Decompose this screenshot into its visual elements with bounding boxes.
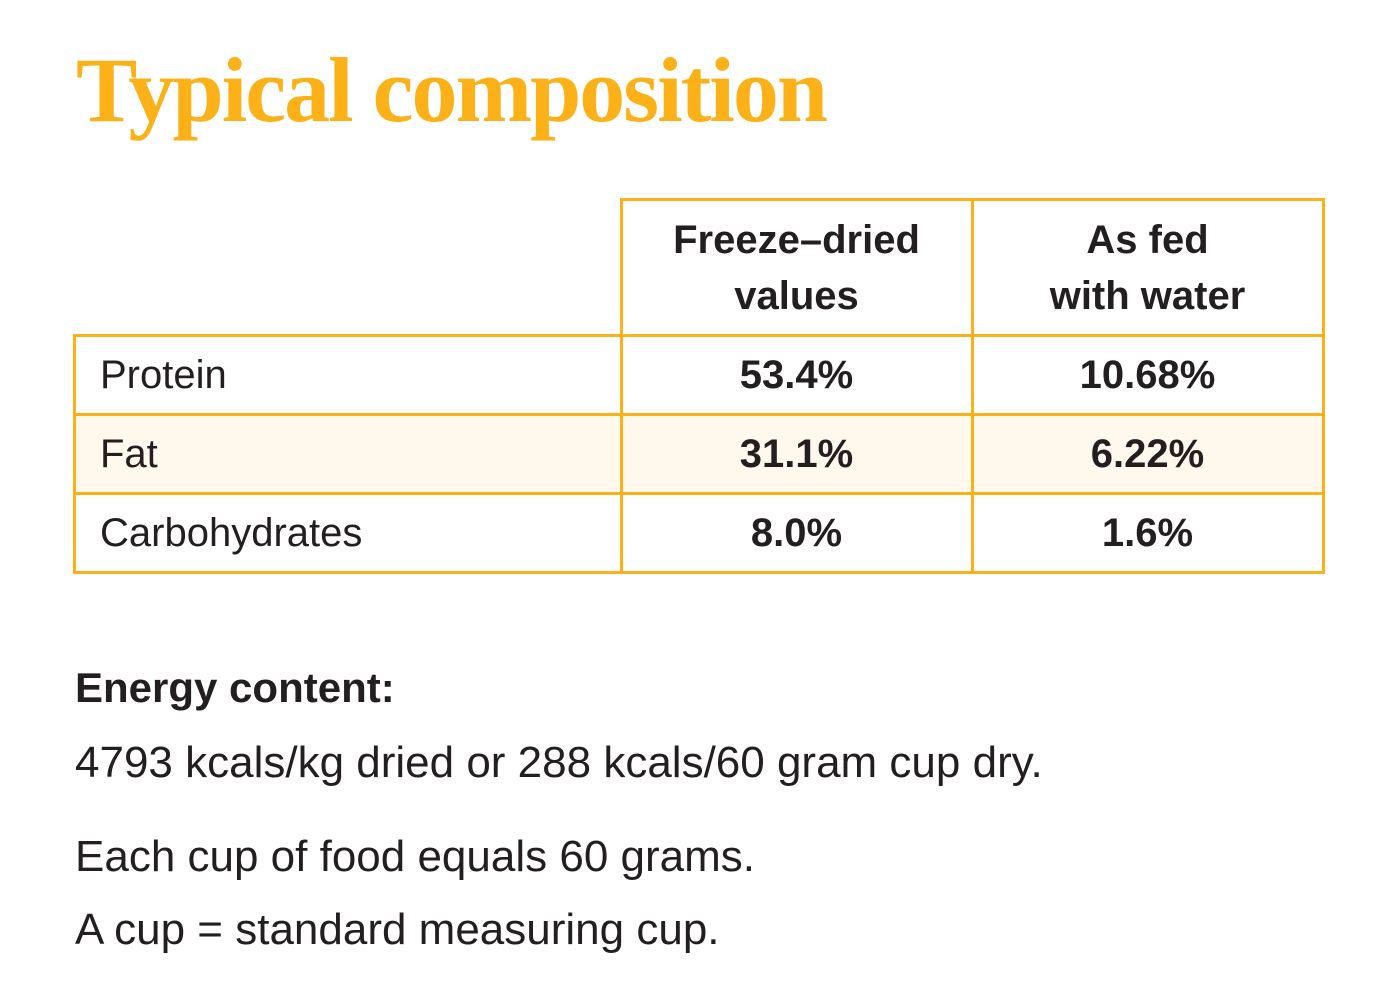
- row-label-protein: Protein: [73, 334, 623, 416]
- energy-text: 4793 kcals/kg dried or 288 kcals/60 gram…: [75, 738, 1043, 787]
- header-line: with water: [1049, 273, 1246, 318]
- cup-definition-note: A cup = standard measuring cup.: [75, 905, 720, 954]
- header-line: Freeze–dried: [673, 217, 920, 262]
- protein-freeze-dried: 53.4%: [619, 334, 974, 416]
- table-header-row: Freeze–dried values As fed with water: [74, 198, 1325, 337]
- header-as-fed: As fed with water: [970, 198, 1325, 337]
- header-line: values: [734, 273, 859, 318]
- protein-as-fed: 10.68%: [970, 334, 1325, 416]
- fat-as-fed: 6.22%: [970, 413, 1325, 495]
- row-label-carbohydrates: Carbohydrates: [73, 492, 623, 574]
- composition-table: Freeze–dried values As fed with water Pr…: [73, 198, 1325, 574]
- table-row: Carbohydrates 8.0% 1.6%: [73, 492, 1325, 574]
- table-row: Fat 31.1% 6.22%: [73, 413, 1325, 495]
- page-title: Typical composition: [76, 39, 828, 141]
- empty-header-cell: [74, 199, 623, 337]
- header-freeze-dried: Freeze–dried values: [619, 198, 974, 337]
- cup-weight-note: Each cup of food equals 60 grams.: [75, 832, 755, 881]
- header-line: As fed: [1086, 217, 1209, 262]
- carbohydrates-as-fed: 1.6%: [970, 492, 1325, 574]
- energy-heading: Energy content:: [75, 664, 395, 711]
- row-label-fat: Fat: [73, 413, 623, 495]
- table-row: Protein 53.4% 10.68%: [73, 334, 1325, 416]
- carbohydrates-freeze-dried: 8.0%: [619, 492, 974, 574]
- fat-freeze-dried: 31.1%: [619, 413, 974, 495]
